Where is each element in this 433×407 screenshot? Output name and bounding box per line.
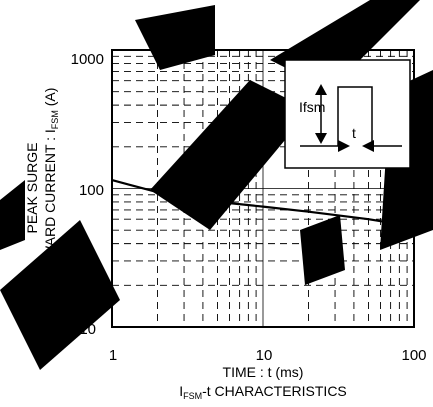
grid <box>112 50 414 327</box>
inset-arrow-down <box>315 133 327 144</box>
x-tick-label: 10 <box>256 347 273 364</box>
caption: IFSM-t CHARACTERISTICS <box>179 383 347 401</box>
y-axis-label-prefix: FORWARD CURRENT : I <box>42 129 58 288</box>
inset-box <box>284 59 411 169</box>
caption-sub: FSM <box>183 391 202 401</box>
inset-arrow-left <box>362 140 374 152</box>
y-axis-label-sub: FSM <box>50 110 60 129</box>
inset-diagram: Ifsm t <box>284 59 411 169</box>
watermark-shape-4 <box>150 80 310 230</box>
x-tick-label: 100 <box>401 347 426 364</box>
caption-suffix: -t CHARACTERISTICS <box>202 383 347 399</box>
y-axis-label-group: PEAK SURGE FORWARD CURRENT : IFSM (A) <box>24 88 60 289</box>
series-curve <box>111 179 415 228</box>
watermark <box>0 0 433 370</box>
y-axis-label-line1: PEAK SURGE <box>24 142 40 233</box>
x-axis-label: TIME : t (ms) <box>223 364 304 380</box>
inset-time-label: t <box>352 125 356 141</box>
watermark-shape-2 <box>0 180 25 250</box>
y-tick-label: 10 <box>79 321 96 338</box>
watermark-shape-3 <box>0 220 120 370</box>
y-axis-label-suffix: (A) <box>42 88 58 111</box>
y-tick-label: 100 <box>79 182 104 199</box>
x-tick-label: 1 <box>109 347 117 364</box>
plot-frame <box>111 49 415 328</box>
watermark-shape-7 <box>300 215 345 285</box>
y-axis-label-line2: FORWARD CURRENT : IFSM (A) <box>42 88 60 289</box>
inset-pulse <box>300 86 402 147</box>
caption-main: I <box>179 383 183 399</box>
inset-arrow-right <box>338 140 350 152</box>
y-tick-label: 1000 <box>71 51 104 68</box>
watermark-shape-1 <box>135 5 215 70</box>
inset-arrow-up <box>315 84 327 95</box>
inset-current-label: Ifsm <box>299 99 325 115</box>
